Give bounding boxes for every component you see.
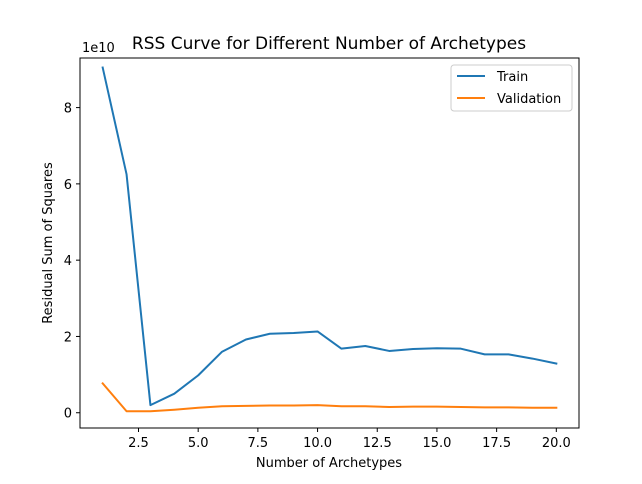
y-tick-label: 8 bbox=[64, 102, 72, 117]
y-tick-label: 0 bbox=[64, 407, 72, 422]
y-axis: 0 2 4 6 8 bbox=[64, 102, 80, 422]
series-line-validation bbox=[101, 381, 558, 413]
y-tick-label: 4 bbox=[64, 254, 72, 269]
plot-area bbox=[101, 66, 558, 413]
y-offset-text: 1e10 bbox=[82, 41, 115, 56]
x-tick-label: 10.0 bbox=[303, 436, 332, 451]
chart-title: RSS Curve for Different Number of Archet… bbox=[132, 34, 526, 54]
x-tick-label: 12.5 bbox=[363, 436, 392, 451]
legend-label-validation: Validation bbox=[497, 92, 561, 107]
y-tick-label: 6 bbox=[64, 178, 72, 193]
legend: Train Validation bbox=[450, 64, 573, 112]
x-tick-label: 2.5 bbox=[128, 436, 149, 451]
x-axis-label: Number of Archetypes bbox=[256, 456, 402, 471]
plot-frame bbox=[79, 57, 580, 429]
y-tick-label: 2 bbox=[64, 330, 72, 345]
x-tick-label: 17.5 bbox=[482, 436, 511, 451]
legend-label-train: Train bbox=[496, 70, 528, 85]
x-tick-label: 20.0 bbox=[542, 436, 571, 451]
x-axis: 2.5 5.0 7.5 10.0 12.5 15.0 17.5 20.0 bbox=[128, 428, 571, 451]
x-tick-label: 7.5 bbox=[248, 436, 269, 451]
y-axis-label: Residual Sum of Squares bbox=[41, 162, 56, 324]
x-tick-label: 5.0 bbox=[188, 436, 209, 451]
series-line-train bbox=[101, 66, 558, 407]
x-tick-label: 15.0 bbox=[422, 436, 451, 451]
